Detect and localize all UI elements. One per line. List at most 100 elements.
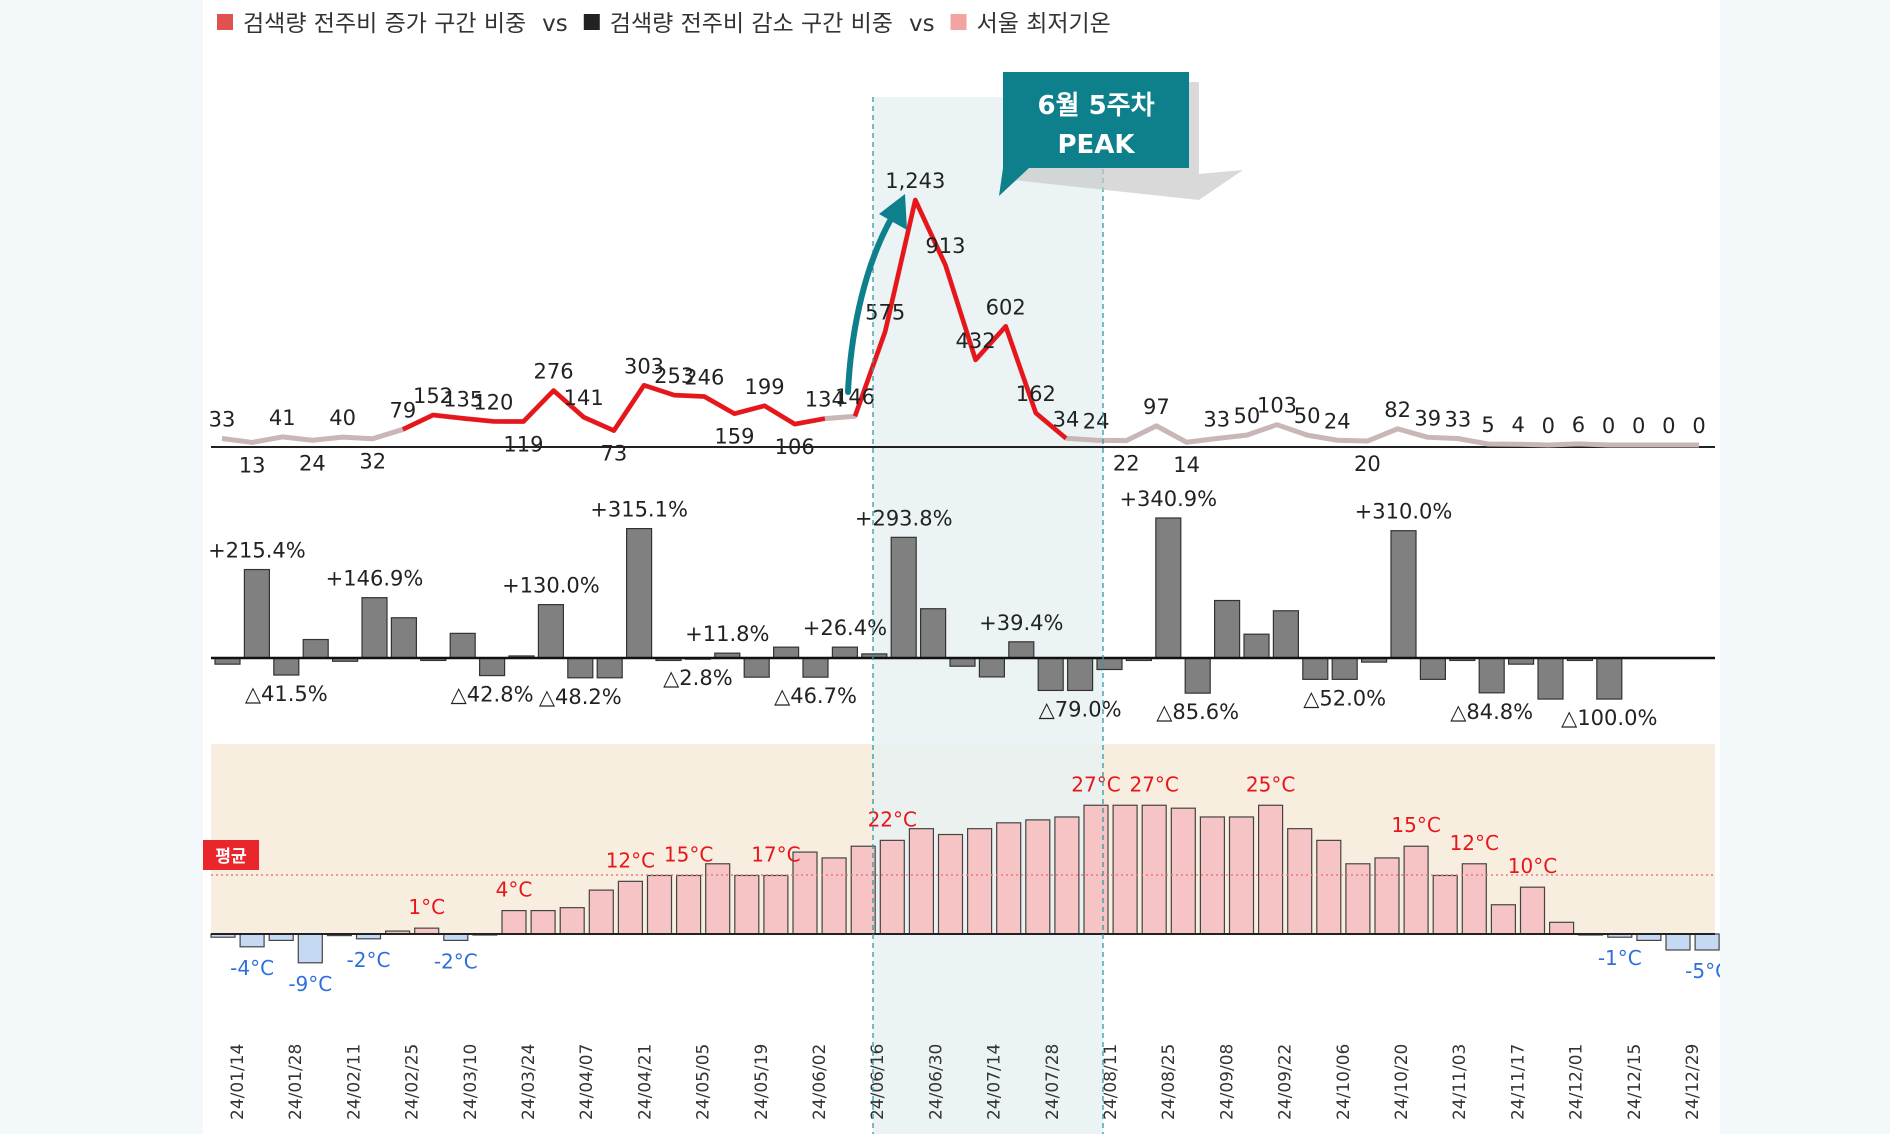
x-tick-label: 24/12/15 [1625,1044,1645,1120]
peak-callout: 6월 5주차 PEAK [845,72,1243,395]
line-value-label: 432 [956,329,996,353]
line-value-label: 40 [329,406,356,430]
weekly-change-bar-chart: +215.4% △41.5% +146.9% △42.8% +130.0% △48.2% +… [208,487,1715,730]
line-value-label: 119 [503,433,543,457]
change-bar [1184,657,1211,694]
change-label: △48.2% [539,685,622,709]
line-value-label: 82 [1384,398,1411,422]
change-bar [273,657,300,676]
temperature-label: 25°C [1246,772,1295,796]
change-bar [479,657,506,677]
temperature-bar [617,880,643,935]
line-value-label: 106 [775,435,815,459]
legend: 검색량 전주비 증가 구간 비중 vs 검색량 전주비 감소 구간 비중 vs 서울 최… [217,11,1111,37]
chart-panel: 검색량 전주비 증가 구간 비중 vs 검색량 전주비 감소 구간 비중 vs 서울 최… [203,0,1720,1134]
line-value-label: 6 [1572,413,1585,437]
line-value-label: 141 [564,386,604,410]
callout-box [999,72,1189,196]
temperature-label: 4°C [496,878,533,902]
temperature-bar [1257,804,1284,935]
temperature-bar [1432,874,1458,935]
change-bar [626,527,653,659]
temperature-bar [734,874,760,935]
change-label: △2.8% [663,666,733,690]
temperature-bar [792,851,818,935]
temperature-bar [879,839,905,935]
change-bar [890,536,917,659]
temperature-label: -9°C [288,972,332,996]
x-tick-label: 24/08/25 [1159,1044,1179,1120]
line-value-label: 14 [1173,453,1200,477]
change-label: +26.4% [803,616,887,640]
change-bar [1331,657,1358,680]
line-value-label: 0 [1542,414,1555,438]
line-value-label: 22 [1113,452,1140,476]
line-value-label: 33 [209,407,236,431]
line-value-label: 4 [1511,413,1524,437]
change-label: △46.7% [774,684,857,708]
line-value-label: 303 [624,354,664,378]
peak-arrow-head [879,194,907,230]
x-tick-label: 24/09/22 [1276,1044,1296,1120]
x-tick-label: 24/04/07 [577,1044,597,1120]
change-label: +215.4% [208,539,306,563]
line-value-label: 253 [654,364,694,388]
line-value-label: 32 [359,450,386,474]
temperature-label: -4°C [230,956,274,980]
temperature-bar [297,933,323,964]
temperature-bar [1287,828,1313,935]
x-tick-label: 24/03/24 [519,1044,539,1120]
line-value-label: 39 [1414,406,1441,430]
x-tick-label: 24/06/16 [868,1044,888,1120]
line-value-label: 24 [1324,409,1351,433]
change-bar [567,657,594,679]
line-value-label: 135 [443,387,483,411]
temperature-label: 10°C [1508,854,1557,878]
temperature-bar [763,874,789,935]
change-bar [537,604,564,659]
line-value-label: 33 [1444,407,1471,431]
x-tick-label: 24/02/25 [403,1044,423,1120]
combined-chart: 검색량 전주비 증가 구간 비중 vs 검색량 전주비 감소 구간 비중 vs 서울 최… [203,11,1720,1134]
temperature-bar [239,933,265,948]
change-label: +11.8% [685,622,769,646]
callout-line2: PEAK [1057,130,1135,160]
x-tick-label: 24/08/11 [1101,1044,1121,1120]
change-bar [1243,633,1270,659]
temperature-label: 12°C [1450,831,1499,855]
change-bar [743,657,770,678]
change-bar [1596,657,1623,700]
temperature-label: 1°C [408,895,445,919]
change-label: △85.6% [1156,700,1239,724]
change-bar [596,657,623,679]
x-tick-label: 24/09/08 [1217,1044,1237,1120]
x-tick-label: 24/06/02 [810,1044,830,1120]
change-bar [1390,530,1417,659]
line-value-label: 13 [239,453,266,477]
change-label: △100.0% [1561,706,1657,730]
line-series-increase-0 [401,383,826,433]
line-value-label: 162 [1016,382,1056,406]
change-label: △79.0% [1039,697,1122,721]
x-tick-label: 24/11/03 [1450,1044,1470,1120]
temperature-bar [1665,933,1691,951]
change-bar [449,632,476,659]
temperature-bar [1374,857,1400,935]
line-value-label: 152 [413,384,453,408]
change-label: +340.9% [1119,487,1217,511]
x-tick-label: 24/07/28 [1043,1044,1063,1120]
change-bar [802,657,829,678]
temperature-bar [646,874,673,935]
temperature-bar [1490,904,1517,935]
temperature-bar [530,909,556,935]
change-bar [1008,641,1035,659]
change-label: +146.9% [326,567,424,591]
line-value-label: 24 [1083,409,1110,433]
line-value-label: 246 [684,366,724,390]
average-tag: 평균 [203,840,259,870]
line-value-label: 199 [745,375,785,399]
change-label: +39.4% [979,611,1063,635]
temperature-label: 27°C [1129,772,1178,796]
change-label: +293.8% [855,506,953,530]
temperature-label: 15°C [1391,813,1440,837]
